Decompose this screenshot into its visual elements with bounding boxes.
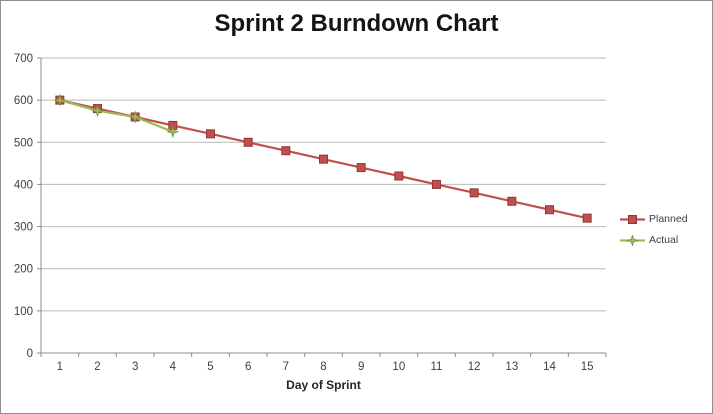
legend-item-actual[interactable]: Actual [619,234,688,246]
x-tick-label: 8 [320,361,326,373]
planned-marker-icon [206,129,215,139]
planned-marker-icon [545,205,554,215]
planned-marker-icon [469,188,479,198]
actual-marker-icon [53,93,67,107]
y-tick-label: 100 [14,306,33,318]
x-tick-label: 9 [358,361,364,373]
planned-marker-icon [319,154,328,164]
actual-line [59,99,174,133]
chart-legend: Planned Actual [619,213,688,246]
x-tick-label: 15 [581,361,594,373]
legend-label-actual: Actual [649,234,679,246]
planned-marker-icon [507,196,517,206]
planned-marker-icon [394,171,404,181]
planned-marker-icon [432,179,441,189]
series-actual [53,93,180,139]
actual-marker-icon [128,110,142,124]
actual-marker-icon [90,104,105,118]
x-tick-label: 4 [170,361,177,373]
x-axis-title: Day of Sprint [286,378,361,392]
y-tick-label: 400 [14,179,33,191]
x-tick-label: 13 [505,361,518,373]
legend-item-planned[interactable]: Planned [619,213,688,225]
x-tick-label: 12 [468,361,481,373]
actual-marker-icon [625,234,640,246]
y-tick-label: 500 [14,137,33,149]
planned-series-marker-icon [620,214,645,224]
x-tick-label: 7 [283,361,289,373]
y-tick-label: 300 [14,222,33,234]
planned-marker-icon [628,214,637,224]
planned-marker-icon [356,163,366,173]
y-tick-label: 200 [14,264,33,276]
x-tick-label: 3 [132,361,138,373]
planned-marker-icon [281,146,291,156]
planned-marker-icon [582,213,592,223]
x-tick-label: 1 [57,361,63,373]
x-tick-label: 11 [431,361,443,373]
y-tick-label: 600 [14,95,33,107]
planned-marker-icon [243,137,253,147]
actual-series-marker-icon [620,234,645,246]
y-tick-label: 700 [14,53,33,65]
x-tick-label: 2 [94,361,100,373]
x-tick-label: 10 [392,361,405,373]
chart-title: Sprint 2 Burndown Chart [214,10,499,37]
x-tick-label: 5 [207,361,213,373]
x-tick-label: 14 [543,361,556,373]
legend-label-planned: Planned [649,213,688,225]
actual-marker-icon [166,125,180,139]
x-tick-label: 6 [245,361,251,373]
y-tick-label: 0 [27,348,33,360]
